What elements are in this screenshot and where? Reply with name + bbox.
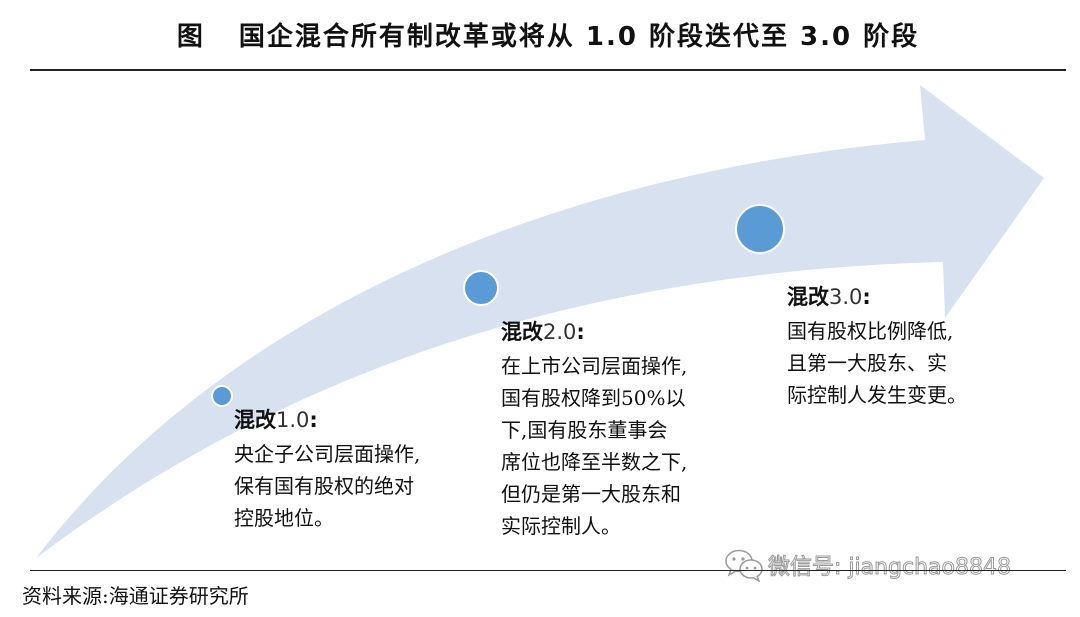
stage-3-line: 际控制人发生变更。 [787, 383, 967, 407]
stage-2-block: 混改2.0: 在上市公司层面操作, 国有股权降到50%以 下,国有股东董事会 席… [501, 316, 687, 542]
stage-1-block: 混改1.0: 央企子公司层面操作, 保有国有股权的绝对 控股地位。 [234, 404, 420, 534]
stage-3-heading: 混改3.0: [787, 281, 967, 313]
stage-1-line: 控股地位。 [234, 506, 334, 530]
wechat-watermark: 微信号: jiangchao8848 [724, 548, 1012, 582]
stage-2-name: 混改 [501, 320, 543, 344]
stage-2-heading: 混改2.0: [501, 316, 687, 348]
stage-3-line: 且第一大股东、实 [787, 351, 947, 375]
bottom-divider [30, 570, 1066, 571]
stage-1-line: 央企子公司层面操作, [234, 442, 421, 466]
stage-3-line: 国有股权比例降低, [787, 319, 954, 343]
stage-1-version: 1.0 [276, 408, 310, 432]
stage-2-line: 在上市公司层面操作, [501, 354, 688, 378]
stage-3-dot [735, 204, 785, 254]
stage-1-dot [211, 385, 233, 407]
stage-1-colon: : [309, 408, 318, 432]
watermark-text: 微信号: jiangchao8848 [768, 555, 1012, 581]
figure-title-text: 国企混合所有制改革或将从 1.0 阶段迭代至 3.0 阶段 [238, 22, 920, 52]
wechat-icon [725, 549, 763, 582]
figure-title: 图 国企混合所有制改革或将从 1.0 阶段迭代至 3.0 阶段 [177, 16, 919, 53]
stage-2-version: 2.0 [543, 320, 577, 344]
title-bar: 图 国企混合所有制改革或将从 1.0 阶段迭代至 3.0 阶段 [30, 0, 1066, 71]
stage-2-line: 下,国有股东董事会 [501, 418, 668, 442]
stage-3-block: 混改3.0: 国有股权比例降低, 且第一大股东、实 际控制人发生变更。 [787, 281, 967, 411]
figure-label: 图 [176, 22, 205, 52]
stage-1-line: 保有国有股权的绝对 [234, 474, 414, 498]
stage-2-line: 实际控制人。 [501, 514, 621, 538]
stage-3-version: 3.0 [829, 285, 863, 309]
stage-3-colon: : [862, 285, 871, 309]
source-note: 资料来源:海通证券研究所 [22, 584, 249, 608]
stage-2-line: 国有股权降到50%以 [501, 386, 686, 410]
stage-2-line: 但仍是第一大股东和 [501, 482, 681, 506]
stage-1-heading: 混改1.0: [234, 404, 420, 436]
stage-3-name: 混改 [787, 285, 829, 309]
stage-2-line: 席位也降至半数之下, [501, 450, 688, 474]
stage-1-name: 混改 [234, 408, 276, 432]
curved-arrow [36, 85, 1044, 558]
stage-2-colon: : [576, 320, 585, 344]
stage-2-dot [463, 270, 499, 306]
